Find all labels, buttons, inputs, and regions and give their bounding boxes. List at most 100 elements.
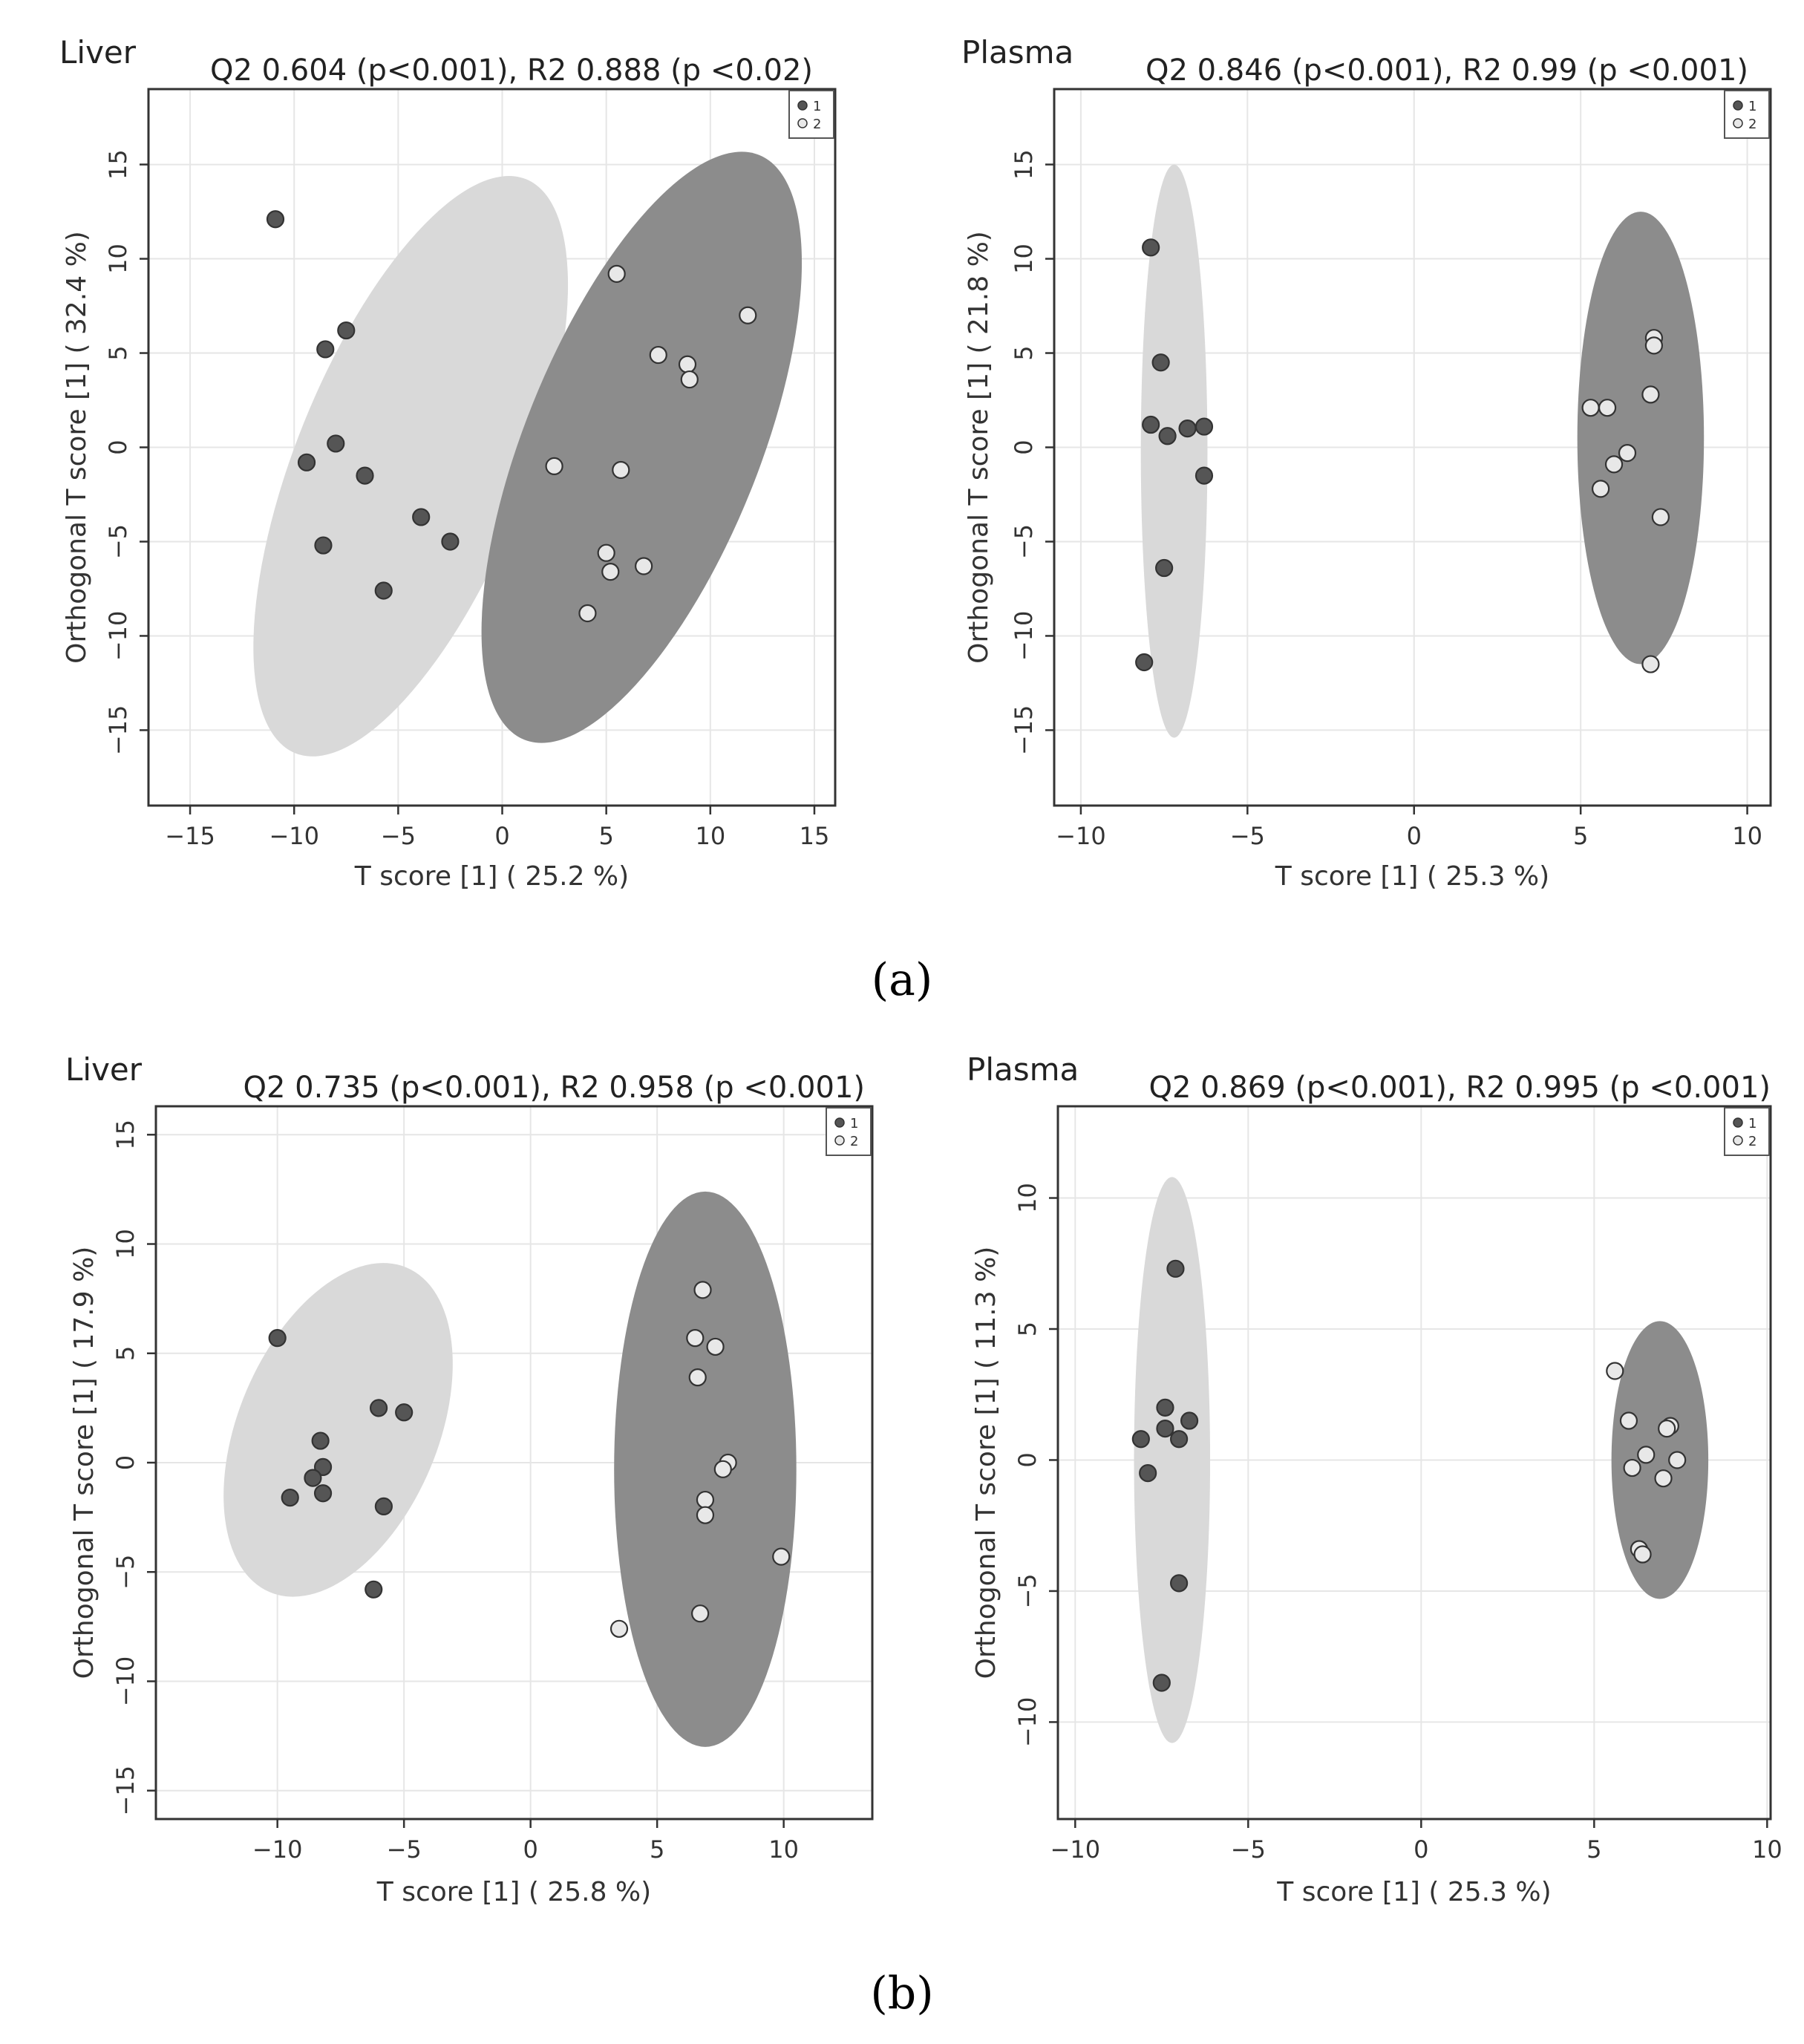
data-point-group-1: [327, 434, 345, 453]
data-point-group-1: [313, 1457, 333, 1476]
data-point-group-1: [1156, 1398, 1174, 1417]
data-point-group-1: [374, 1497, 393, 1515]
legend-marker-2: [834, 1135, 845, 1146]
data-point-group-2: [609, 1619, 629, 1638]
data-point-group-2: [1654, 1469, 1673, 1488]
legend-marker-1: [797, 100, 808, 111]
y-tick-label: 15: [1010, 149, 1038, 180]
legend-label-2: 2: [813, 117, 821, 132]
data-point-group-1: [1166, 1259, 1185, 1278]
plot-name: Plasma: [967, 1051, 1079, 1088]
data-point-group-2: [1581, 399, 1600, 417]
data-point-group-1: [1131, 1430, 1150, 1449]
data-point-group-1: [356, 466, 374, 485]
data-point-group-2: [713, 1460, 732, 1478]
data-point-group-1: [311, 1431, 330, 1450]
legend-label-1: 1: [813, 99, 821, 114]
chart-title: Q2 0.846 (p<0.001), R2 0.99 (p <0.001): [1146, 53, 1748, 88]
panel-label-b: (b): [870, 1968, 933, 2019]
y-tick-label: 5: [111, 1346, 140, 1361]
data-point-group-1: [1152, 1674, 1171, 1692]
x-tick-label: 5: [1573, 822, 1588, 850]
data-point-group-2: [601, 563, 620, 581]
chart-title: Q2 0.604 (p<0.001), R2 0.888 (p <0.02): [210, 53, 813, 88]
data-point-group-1: [374, 581, 393, 600]
y-tick-label: 10: [1010, 244, 1038, 274]
y-axis-label: Orthogonal T score [1] ( 11.3 %): [971, 1247, 1001, 1679]
plot-area: [1135, 164, 1705, 738]
y-tick-label: −15: [1010, 705, 1038, 756]
x-tick-label: 15: [800, 822, 830, 850]
x-tick-label: −5: [1230, 822, 1265, 850]
legend-label-1: 1: [850, 1116, 858, 1132]
confidence-ellipse-1: [253, 175, 569, 757]
y-axis-label: Orthogonal T score [1] ( 21.8 %): [964, 231, 994, 664]
y-tick-label: 15: [111, 1120, 140, 1150]
data-point-group-2: [1641, 655, 1660, 673]
y-tick-label: −15: [104, 705, 132, 756]
plot-area: [253, 151, 803, 757]
data-point-group-1: [297, 453, 316, 471]
data-point-group-1: [365, 1580, 383, 1599]
data-point-group-2: [1651, 508, 1670, 526]
y-tick-label: 0: [104, 440, 132, 454]
legend-marker-1: [1733, 1117, 1743, 1128]
x-tick-label: −10: [1056, 822, 1106, 850]
legend-marker-2: [797, 118, 808, 128]
data-point-group-2: [635, 557, 653, 575]
data-point-group-2: [1668, 1451, 1687, 1469]
y-tick-label: 0: [1013, 1452, 1042, 1467]
legend-marker-2: [1733, 1135, 1743, 1146]
x-axis-label: T score [1] ( 25.8 %): [376, 1877, 651, 1907]
plot-area: [223, 1191, 797, 1747]
x-tick-label: 5: [650, 1835, 664, 1864]
y-tick-label: 15: [104, 149, 132, 180]
data-point-group-1: [281, 1489, 299, 1507]
data-point-group-1: [441, 532, 460, 551]
data-point-group-1: [1142, 415, 1160, 434]
y-tick-label: −10: [1010, 611, 1038, 662]
confidence-ellipse-2: [481, 151, 803, 743]
data-point-group-2: [1623, 1458, 1641, 1478]
confidence-ellipse-2: [1577, 212, 1705, 665]
y-tick-label: 0: [111, 1455, 140, 1470]
legend-label-2: 2: [850, 1134, 858, 1149]
data-point-group-2: [578, 604, 597, 623]
x-tick-label: 10: [1752, 1835, 1782, 1864]
data-point-group-2: [706, 1337, 725, 1356]
data-point-group-1: [1195, 417, 1214, 436]
data-point-group-2: [1619, 1411, 1638, 1430]
x-tick-label: −5: [1231, 1835, 1266, 1864]
x-tick-label: 0: [1414, 1835, 1428, 1864]
data-point-group-1: [1156, 1420, 1174, 1438]
data-point-group-1: [268, 1329, 287, 1348]
data-point-group-2: [597, 543, 615, 562]
x-tick-label: −10: [269, 822, 319, 850]
data-point-group-2: [691, 1604, 710, 1623]
x-axis-label: T score [1] ( 25.3 %): [1276, 1877, 1551, 1907]
y-axis-label: Orthogonal T score [1] ( 17.9 %): [69, 1247, 99, 1679]
x-tick-label: −15: [165, 822, 215, 850]
data-point-group-1: [1178, 419, 1197, 438]
data-point-group-1: [313, 1484, 333, 1503]
data-point-group-2: [1618, 444, 1637, 463]
data-point-group-1: [412, 508, 431, 526]
x-axis-label: T score [1] ( 25.3 %): [1275, 861, 1549, 892]
y-tick-label: 5: [1013, 1322, 1042, 1336]
x-tick-label: 5: [1586, 1835, 1601, 1864]
y-tick-label: 0: [1010, 440, 1038, 454]
data-point-group-1: [1142, 238, 1160, 257]
y-tick-label: −10: [111, 1656, 140, 1707]
data-point-group-2: [686, 1329, 705, 1348]
data-point-group-2: [693, 1281, 712, 1299]
chart-liver-a: −15 −10 −5 0 5 10 15 −15 −10 −5 0 5 10 15 T score [1] …: [59, 34, 837, 892]
plot-name: Liver: [65, 1051, 143, 1088]
y-tick-label: −5: [111, 1555, 140, 1590]
legend-marker-1: [1733, 100, 1743, 111]
x-tick-label: 10: [768, 1835, 799, 1864]
data-point-group-1: [304, 1469, 322, 1487]
legend-label-1: 1: [1748, 99, 1756, 114]
x-tick-label: −5: [387, 1835, 422, 1864]
data-point-group-2: [612, 460, 630, 480]
